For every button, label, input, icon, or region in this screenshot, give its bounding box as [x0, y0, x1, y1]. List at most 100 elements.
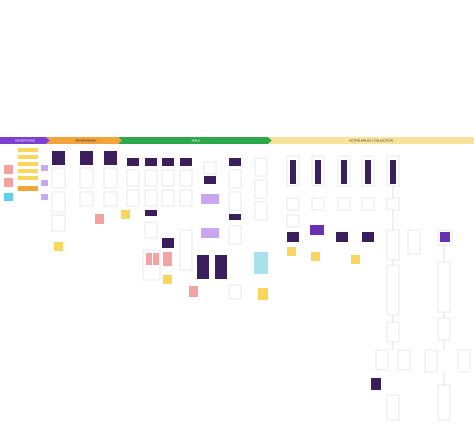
screen: [315, 160, 321, 184]
screen: [337, 197, 351, 211]
phase-banner: [268, 137, 474, 144]
screen: [145, 210, 157, 216]
screen: [336, 232, 348, 242]
screen: [457, 349, 471, 373]
sticky-note: [163, 252, 172, 266]
screen: [386, 229, 400, 261]
screen: [52, 151, 65, 165]
screen: [440, 232, 450, 242]
screen: [397, 349, 411, 371]
screen: [386, 197, 400, 211]
sticky-note: [18, 176, 38, 180]
screen: [161, 189, 175, 207]
sticky-note: [95, 214, 104, 224]
screen: [386, 264, 400, 316]
screen: [437, 384, 451, 421]
phase-label: RE-BRANDING: [75, 138, 97, 142]
screen: [390, 160, 396, 184]
sticky-note: [4, 165, 13, 174]
screen: [203, 161, 217, 175]
sticky-note: [4, 178, 13, 187]
screen: [228, 169, 242, 189]
phase-banner: [118, 137, 272, 144]
screen: [362, 232, 374, 242]
screen: [286, 214, 300, 228]
phase-label: WALK: [192, 138, 200, 142]
screen: [407, 229, 421, 255]
screen: [371, 378, 381, 390]
sticky-note: [18, 162, 38, 166]
screen: [424, 349, 438, 373]
screen: [341, 160, 347, 184]
screen: [144, 221, 158, 239]
sticky-note: [18, 169, 38, 173]
sticky-note: [146, 253, 152, 265]
screen: [361, 197, 375, 211]
phase-label: ADVERTISING: [15, 138, 36, 142]
screen: [204, 176, 216, 184]
screen: [127, 158, 139, 166]
sticky-note: [121, 210, 130, 219]
screen: [286, 197, 300, 211]
screen: [254, 201, 268, 221]
connector: [392, 186, 445, 385]
screen: [254, 252, 268, 274]
screen: [161, 169, 175, 187]
sticky-note: [311, 252, 320, 261]
screen: [386, 394, 400, 421]
sticky-note: [41, 194, 48, 200]
screen: [228, 191, 242, 211]
phone: [215, 255, 227, 279]
screen: [162, 238, 174, 248]
screen: [51, 214, 66, 232]
screen: [228, 225, 242, 245]
sticky-note: [163, 275, 172, 284]
sticky-note: [153, 253, 159, 265]
screen: [103, 167, 118, 189]
screen: [287, 232, 299, 242]
screen: [365, 160, 371, 184]
screen: [144, 189, 158, 207]
screen: [104, 151, 117, 165]
screen: [145, 158, 157, 166]
sticky-note: [189, 286, 198, 297]
screen: [228, 284, 242, 300]
sticky-note: [41, 165, 48, 171]
screen: [229, 214, 241, 220]
screen: [180, 158, 192, 166]
screen: [80, 151, 93, 165]
sticky-note: [18, 148, 38, 152]
sticky-note: [201, 228, 219, 238]
active-column: [286, 155, 471, 421]
screen: [103, 191, 118, 207]
sticky-note: [201, 194, 219, 204]
sticky-note: [4, 193, 13, 201]
screen: [437, 261, 451, 313]
sticky-note: [41, 180, 48, 186]
sticky-note: [351, 255, 360, 264]
sticky-note: [54, 242, 63, 251]
screen: [51, 191, 66, 213]
screen: [144, 169, 158, 187]
screen: [254, 157, 268, 177]
screen: [290, 160, 296, 184]
screen: [162, 158, 174, 166]
screen: [179, 169, 193, 187]
screen: [375, 349, 389, 371]
phone: [197, 255, 209, 279]
screen: [310, 225, 324, 235]
screen: [126, 169, 140, 187]
phase-label: ACTIVE WALKS / COLLECTION: [349, 138, 393, 142]
screen: [254, 179, 268, 199]
screen: [51, 167, 66, 189]
screen: [126, 189, 140, 207]
sticky-note: [258, 288, 268, 300]
sticky-note: [18, 186, 38, 191]
screen: [386, 321, 400, 343]
phase-banner: [0, 137, 50, 144]
sticky-note: [18, 155, 38, 159]
screen: [179, 189, 193, 207]
screen: [79, 191, 94, 207]
phase-banner: [46, 137, 122, 144]
